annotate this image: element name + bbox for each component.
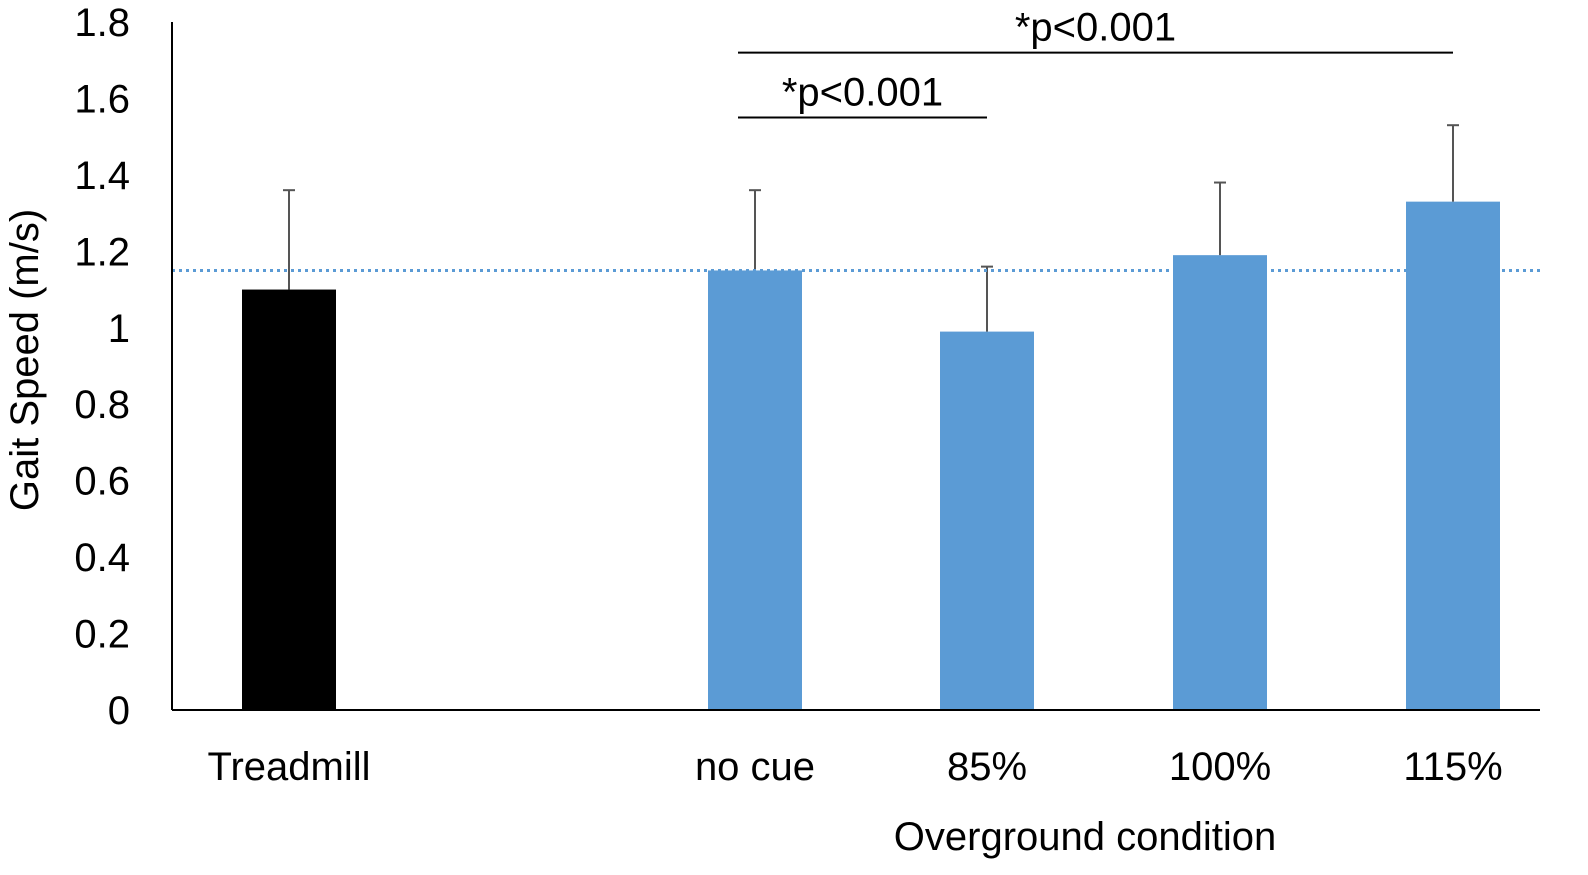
bar-115-: [1406, 201, 1500, 710]
x-category-label: no cue: [695, 745, 815, 789]
y-tick-label: 1: [108, 307, 130, 351]
y-tick-labels: 0 0.2 0.4 0.6 0.8 1 1.2 1.4 1.6 1.8: [74, 1, 130, 733]
x-axis-title: Overground condition: [894, 815, 1276, 859]
x-category-label: Treadmill: [208, 745, 371, 789]
error-bars: [283, 124, 1459, 332]
x-category-label: 100%: [1169, 745, 1271, 789]
y-tick-label: 0.2: [74, 613, 130, 657]
significance-label: *p<0.001: [782, 71, 943, 115]
y-tick-label: 0.6: [74, 460, 130, 504]
bar-100-: [1173, 255, 1267, 710]
y-tick-label: 1.4: [74, 154, 130, 198]
significance-label: *p<0.001: [1015, 6, 1176, 50]
x-category-label: 115%: [1403, 745, 1502, 789]
bars: [242, 201, 1500, 710]
bar-treadmill: [242, 289, 336, 710]
x-category-label: 85%: [947, 745, 1027, 789]
y-tick-label: 0: [108, 689, 130, 733]
y-tick-label: 1.2: [74, 230, 130, 274]
y-tick-label: 1.6: [74, 77, 130, 121]
bar-85-: [940, 331, 1034, 710]
y-tick-label: 1.8: [74, 1, 130, 45]
y-tick-label: 0.8: [74, 383, 130, 427]
significance-annotations: *p<0.001 *p<0.001: [738, 6, 1453, 119]
bar-no-cue: [708, 270, 802, 710]
x-category-labels: Treadmill no cue 85% 100% 115%: [208, 745, 1503, 789]
y-tick-label: 0.4: [74, 536, 130, 580]
y-axis-title: Gait Speed (m/s): [3, 209, 47, 511]
